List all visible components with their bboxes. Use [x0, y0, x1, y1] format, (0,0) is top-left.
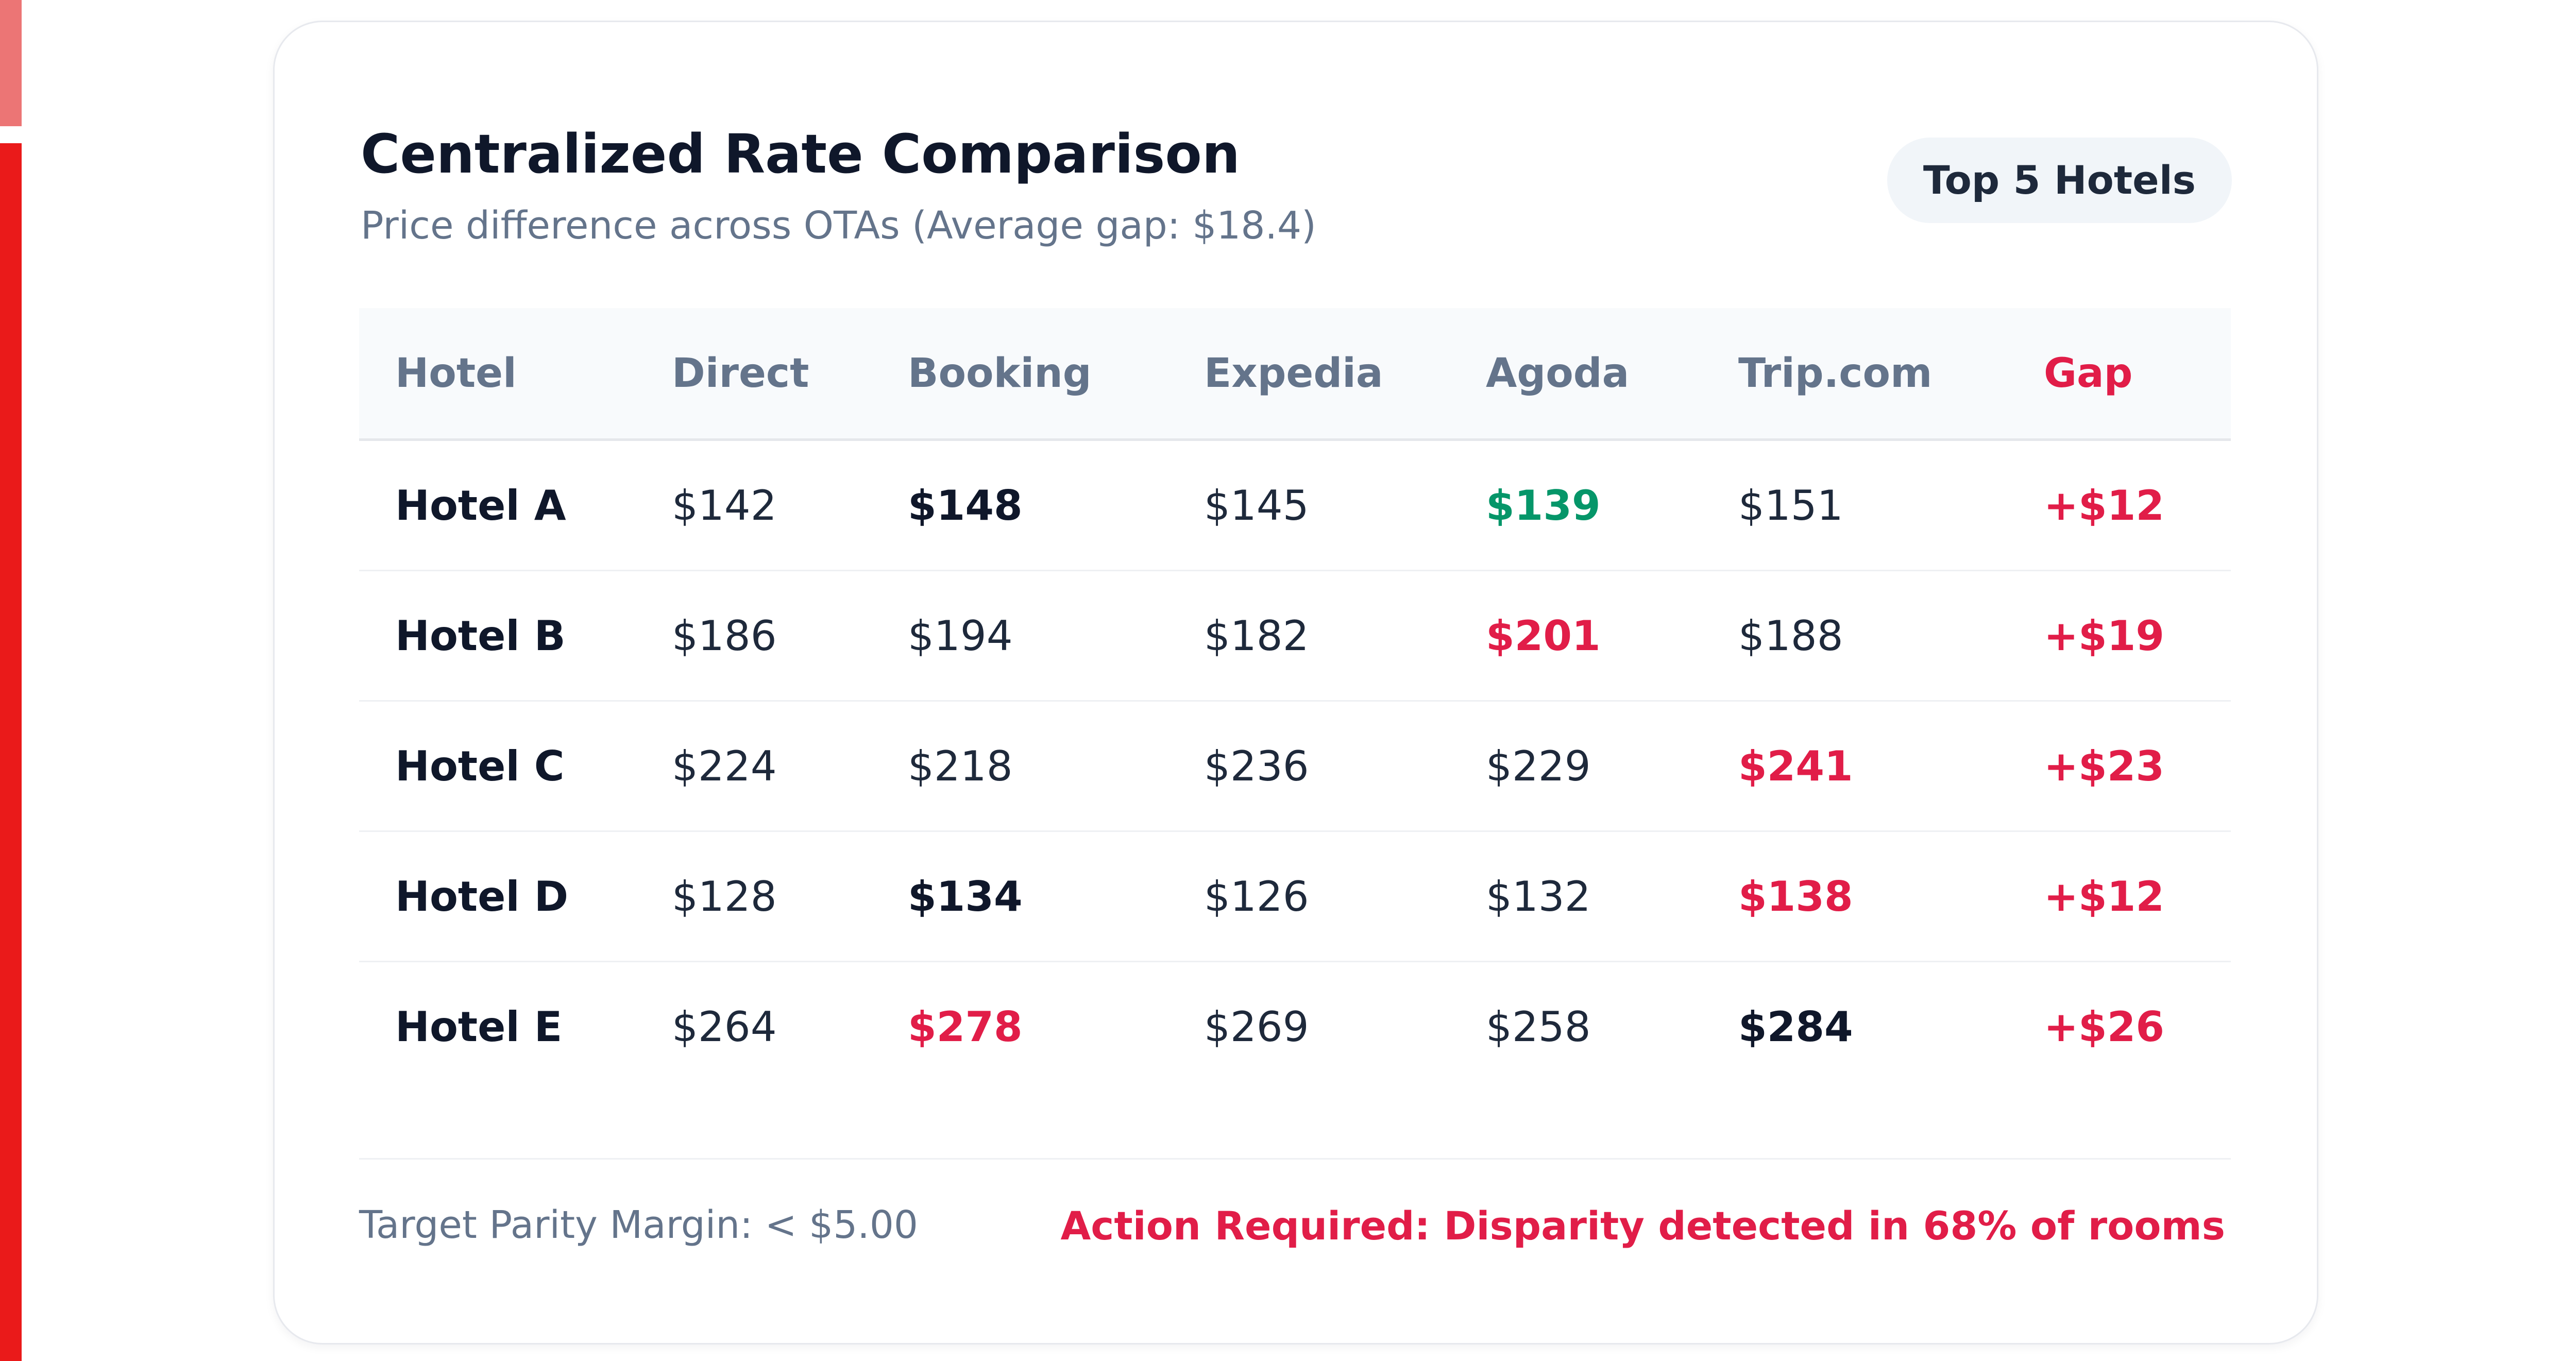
agoda-rate: $201	[1486, 611, 1601, 660]
direct-rate: $224	[672, 742, 777, 790]
booking-rate: $194	[908, 611, 1013, 660]
agoda-rate: $139	[1486, 481, 1601, 530]
header-gap[interactable]: Gap	[2044, 350, 2133, 397]
booking-rate: $148	[908, 481, 1023, 530]
target-parity-margin: Target Parity Margin: < $5.00	[359, 1203, 918, 1247]
table-row[interactable]: Hotel B $186 $194 $182 $201 $188 +$19	[359, 571, 2231, 702]
top-hotels-badge[interactable]: Top 5 Hotels	[1887, 138, 2232, 223]
left-accent-strip-top	[0, 0, 22, 126]
footer-divider	[359, 1158, 2231, 1160]
hotel-name: Hotel A	[395, 481, 566, 530]
table-row[interactable]: Hotel A $142 $148 $145 $139 $151 +$12	[359, 441, 2231, 571]
direct-rate: $264	[672, 1002, 777, 1051]
booking-rate: $278	[908, 1002, 1023, 1051]
tripcom-rate: $138	[1738, 872, 1853, 921]
header-hotel[interactable]: Hotel	[395, 350, 517, 397]
left-accent-strip	[0, 0, 22, 1361]
gap-value: +$19	[2044, 611, 2165, 660]
table-row[interactable]: Hotel D $128 $134 $126 $132 $138 +$12	[359, 832, 2231, 962]
agoda-rate: $229	[1486, 742, 1591, 790]
tripcom-rate: $151	[1738, 481, 1843, 530]
header-expedia[interactable]: Expedia	[1204, 350, 1383, 397]
hotel-name: Hotel D	[395, 872, 569, 921]
expedia-rate: $236	[1204, 742, 1309, 790]
gap-value: +$12	[2044, 872, 2165, 921]
direct-rate: $142	[672, 481, 777, 530]
booking-rate: $134	[908, 872, 1023, 921]
tripcom-rate: $241	[1738, 742, 1853, 790]
card-title: Centralized Rate Comparison	[361, 123, 1240, 185]
header-direct[interactable]: Direct	[672, 350, 809, 397]
card-subtitle: Price difference across OTAs (Average ga…	[361, 203, 1316, 248]
gap-value: +$26	[2044, 1002, 2165, 1051]
tripcom-rate: $284	[1738, 1002, 1853, 1051]
gap-value: +$12	[2044, 481, 2165, 530]
action-required-alert[interactable]: Action Required: Disparity detected in 6…	[1060, 1203, 2225, 1249]
table-row[interactable]: Hotel C $224 $218 $236 $229 $241 +$23	[359, 702, 2231, 832]
left-accent-strip-main	[0, 143, 22, 1361]
tripcom-rate: $188	[1738, 611, 1843, 660]
direct-rate: $128	[672, 872, 777, 921]
expedia-rate: $145	[1204, 481, 1309, 530]
table-header-row: Hotel Direct Booking Expedia Agoda Trip.…	[359, 308, 2231, 441]
expedia-rate: $182	[1204, 611, 1309, 660]
expedia-rate: $269	[1204, 1002, 1309, 1051]
booking-rate: $218	[908, 742, 1013, 790]
agoda-rate: $132	[1486, 872, 1591, 921]
rate-comparison-card: Centralized Rate Comparison Price differ…	[273, 21, 2318, 1345]
header-tripcom[interactable]: Trip.com	[1738, 350, 1933, 397]
hotel-name: Hotel E	[395, 1002, 563, 1051]
table-row[interactable]: Hotel E $264 $278 $269 $258 $284 +$26	[359, 962, 2231, 1091]
header-booking[interactable]: Booking	[908, 350, 1092, 397]
header-agoda[interactable]: Agoda	[1486, 350, 1630, 397]
hotel-name: Hotel C	[395, 742, 565, 790]
expedia-rate: $126	[1204, 872, 1309, 921]
rate-table: Hotel Direct Booking Expedia Agoda Trip.…	[359, 308, 2231, 1091]
gap-value: +$23	[2044, 742, 2165, 790]
agoda-rate: $258	[1486, 1002, 1591, 1051]
hotel-name: Hotel B	[395, 611, 566, 660]
direct-rate: $186	[672, 611, 777, 660]
